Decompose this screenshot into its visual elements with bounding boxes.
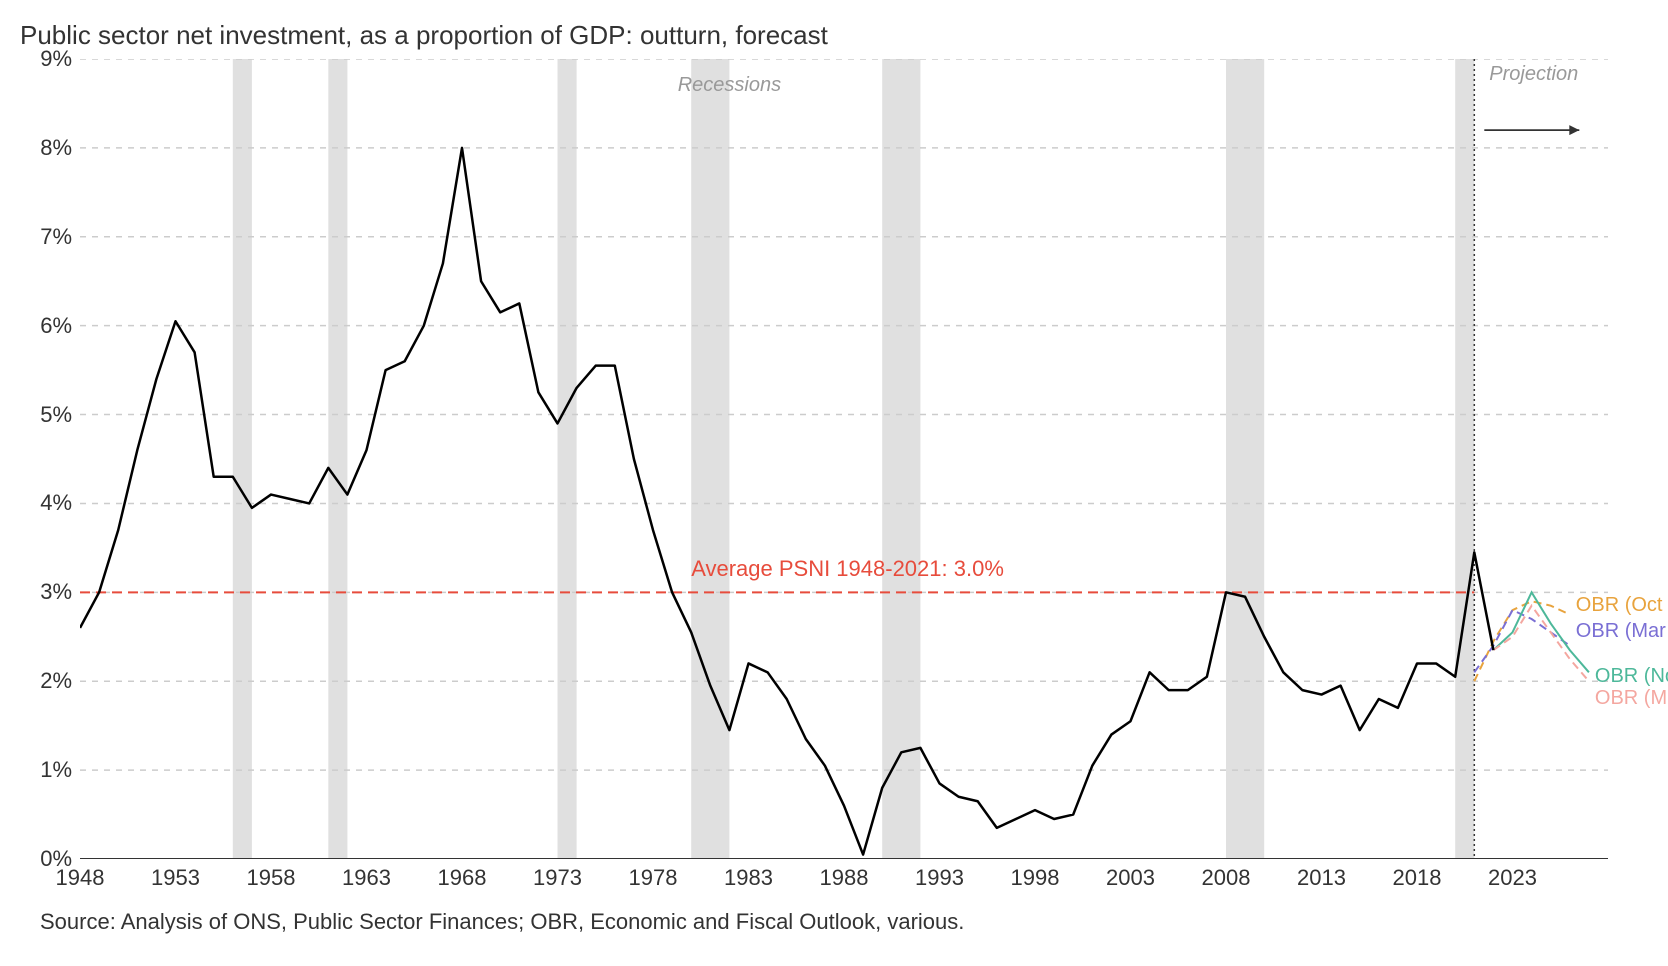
forecast-label: OBR (Mar 2023)	[1595, 687, 1668, 710]
plot-area: 0%1%2%3%4%5%6%7%8%9% 1948195319581963196…	[80, 59, 1608, 859]
x-tick-label: 2023	[1488, 859, 1537, 891]
x-tick-label: 2013	[1297, 859, 1346, 891]
y-tick-label: 1%	[40, 757, 80, 783]
x-tick-label: 1978	[629, 859, 678, 891]
x-tick-label: 1948	[56, 859, 105, 891]
y-tick-label: 5%	[40, 402, 80, 428]
x-tick-label: 2003	[1106, 859, 1155, 891]
recession-band	[233, 59, 252, 859]
recession-band	[1455, 59, 1474, 859]
y-tick-label: 6%	[40, 313, 80, 339]
x-tick-label: 2008	[1202, 859, 1251, 891]
x-tick-label: 1993	[915, 859, 964, 891]
y-tick-label: 3%	[40, 579, 80, 605]
x-tick-label: 1953	[151, 859, 200, 891]
x-tick-label: 1988	[820, 859, 869, 891]
forecast-label: OBR (Oct 2021)	[1576, 594, 1668, 617]
y-tick-label: 8%	[40, 135, 80, 161]
y-tick-label: 9%	[40, 46, 80, 72]
chart-title: Public sector net investment, as a propo…	[20, 20, 1648, 51]
x-tick-label: 1973	[533, 859, 582, 891]
projection-arrow-head	[1569, 125, 1579, 135]
recessions-annotation: Recessions	[678, 74, 781, 97]
main-series	[80, 148, 1493, 855]
chart-svg	[80, 59, 1608, 859]
x-tick-label: 1958	[247, 859, 296, 891]
x-tick-label: 1963	[342, 859, 391, 891]
projection-annotation: Projection	[1489, 63, 1578, 86]
y-tick-label: 7%	[40, 224, 80, 250]
recession-band	[882, 59, 920, 859]
x-tick-label: 2018	[1393, 859, 1442, 891]
recession-band	[691, 59, 729, 859]
y-tick-label: 4%	[40, 490, 80, 516]
y-tick-label: 2%	[40, 668, 80, 694]
forecast-label: OBR (Mar 2022)	[1576, 620, 1668, 643]
recession-band	[558, 59, 577, 859]
recession-band	[1226, 59, 1264, 859]
x-tick-label: 1998	[1011, 859, 1060, 891]
average-line-label: Average PSNI 1948-2021: 3.0%	[691, 556, 1004, 582]
chart-container: Public sector net investment, as a propo…	[20, 20, 1648, 946]
chart-source: Source: Analysis of ONS, Public Sector F…	[40, 909, 1648, 935]
forecast-label: OBR (Nov 2022)	[1595, 665, 1668, 688]
x-tick-label: 1983	[724, 859, 773, 891]
x-tick-label: 1968	[438, 859, 487, 891]
recession-band	[328, 59, 347, 859]
